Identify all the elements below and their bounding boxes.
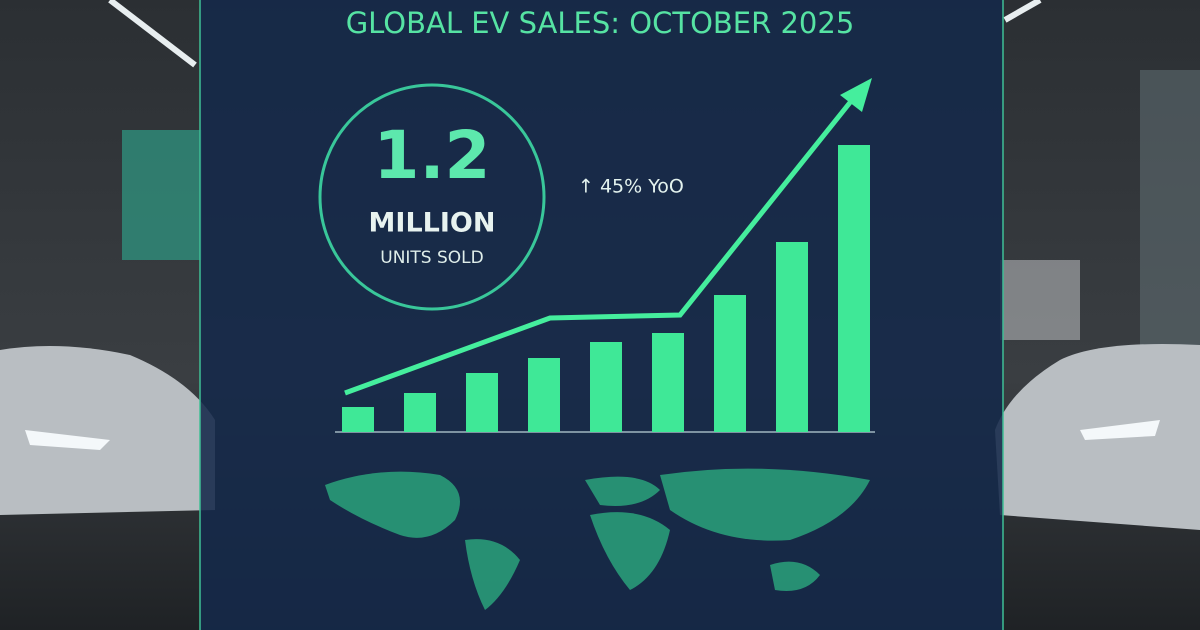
bar	[528, 358, 560, 432]
asia	[660, 468, 870, 541]
europe	[585, 476, 660, 506]
ceiling-light	[1003, 0, 1042, 23]
stat-ring	[318, 83, 546, 311]
bar	[652, 333, 684, 432]
bar	[342, 407, 374, 432]
ceiling-light	[108, 0, 197, 68]
growth-label: ↑ 45% YoO	[578, 176, 684, 198]
panel	[1000, 260, 1080, 340]
bar	[714, 295, 746, 432]
screen	[122, 130, 202, 260]
car-left	[0, 346, 215, 515]
bar	[404, 393, 436, 432]
bar	[590, 342, 622, 432]
bar	[466, 373, 498, 432]
stat-unit: MILLION	[369, 208, 496, 239]
bar	[776, 242, 808, 432]
south-america	[465, 539, 520, 610]
africa	[590, 512, 670, 590]
north-america	[325, 471, 460, 538]
headlight	[25, 430, 110, 450]
trend-arrow	[344, 98, 854, 396]
title: GLOBAL EV SALES: OCTOBER 2025	[346, 6, 855, 40]
window	[1140, 70, 1200, 350]
stat-value: 1.2	[374, 117, 491, 194]
australia	[770, 561, 820, 591]
arrow-head	[840, 78, 872, 112]
stat-caption: UNITS SOLD	[380, 248, 484, 268]
headlight	[1080, 420, 1160, 440]
world-map	[325, 468, 870, 610]
bar	[838, 145, 870, 432]
